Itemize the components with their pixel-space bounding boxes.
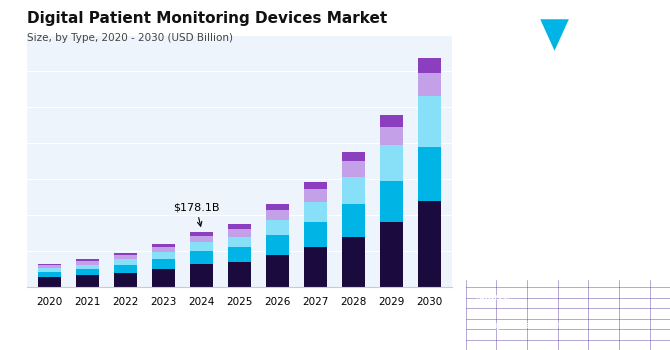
Bar	[152, 269, 175, 287]
Bar	[76, 259, 99, 261]
Bar	[266, 210, 289, 219]
Text: Digital Patient Monitoring Devices Market: Digital Patient Monitoring Devices Marke…	[27, 10, 387, 26]
Bar	[342, 237, 365, 287]
Bar	[380, 222, 403, 287]
Bar	[342, 161, 365, 177]
Legend: Wearable Devices, mHealth, Wireless Sensor Technology, Telehealth, Remote Patien: Wearable Devices, mHealth, Wireless Sens…	[25, 347, 412, 350]
Bar	[380, 127, 403, 145]
Bar	[266, 219, 289, 235]
Text: Global Market CAGR,
2025 - 2030: Global Market CAGR, 2025 - 2030	[513, 212, 622, 236]
FancyBboxPatch shape	[482, 18, 527, 52]
Bar	[114, 255, 137, 259]
Text: $178.1B: $178.1B	[173, 202, 220, 226]
Bar	[228, 229, 251, 237]
Text: www.grandviewresearch.com: www.grandviewresearch.com	[476, 321, 588, 330]
Bar	[38, 264, 61, 265]
Bar	[342, 177, 365, 204]
Bar	[304, 182, 327, 189]
Bar	[380, 115, 403, 127]
Bar	[76, 261, 99, 265]
Text: Source:: Source:	[476, 293, 515, 302]
Bar	[418, 57, 441, 73]
Text: GRAND VIEW RESEARCH: GRAND VIEW RESEARCH	[516, 65, 620, 75]
Bar	[152, 259, 175, 269]
FancyBboxPatch shape	[532, 18, 577, 52]
Bar	[114, 259, 137, 265]
Bar	[342, 152, 365, 161]
Bar	[418, 96, 441, 147]
Bar	[152, 247, 175, 252]
Bar	[304, 202, 327, 222]
Bar	[190, 264, 213, 287]
Bar	[418, 201, 441, 287]
FancyBboxPatch shape	[582, 18, 627, 52]
Bar	[342, 204, 365, 237]
Bar	[228, 237, 251, 247]
Bar	[76, 269, 99, 275]
Bar	[114, 253, 137, 255]
Bar	[228, 247, 251, 262]
Bar	[304, 222, 327, 247]
Bar	[114, 273, 137, 287]
Bar	[266, 254, 289, 287]
Bar	[228, 262, 251, 287]
Bar	[152, 244, 175, 247]
Bar	[304, 247, 327, 287]
Bar	[76, 265, 99, 269]
Bar	[266, 235, 289, 254]
Text: 25.2%: 25.2%	[515, 133, 620, 161]
Bar	[38, 272, 61, 277]
Bar	[114, 265, 137, 273]
Bar	[190, 242, 213, 251]
Bar	[190, 251, 213, 264]
Bar	[380, 145, 403, 181]
Bar	[38, 265, 61, 268]
Bar	[38, 277, 61, 287]
Bar	[38, 268, 61, 272]
Bar	[266, 204, 289, 210]
Bar	[304, 189, 327, 202]
Bar	[228, 224, 251, 229]
Text: Size, by Type, 2020 - 2030 (USD Billion): Size, by Type, 2020 - 2030 (USD Billion)	[27, 33, 232, 43]
Bar	[152, 252, 175, 259]
Bar	[190, 236, 213, 242]
Polygon shape	[540, 19, 569, 51]
Bar	[418, 73, 441, 96]
Bar	[380, 181, 403, 222]
Bar	[190, 232, 213, 236]
Bar	[418, 147, 441, 201]
Bar	[76, 275, 99, 287]
